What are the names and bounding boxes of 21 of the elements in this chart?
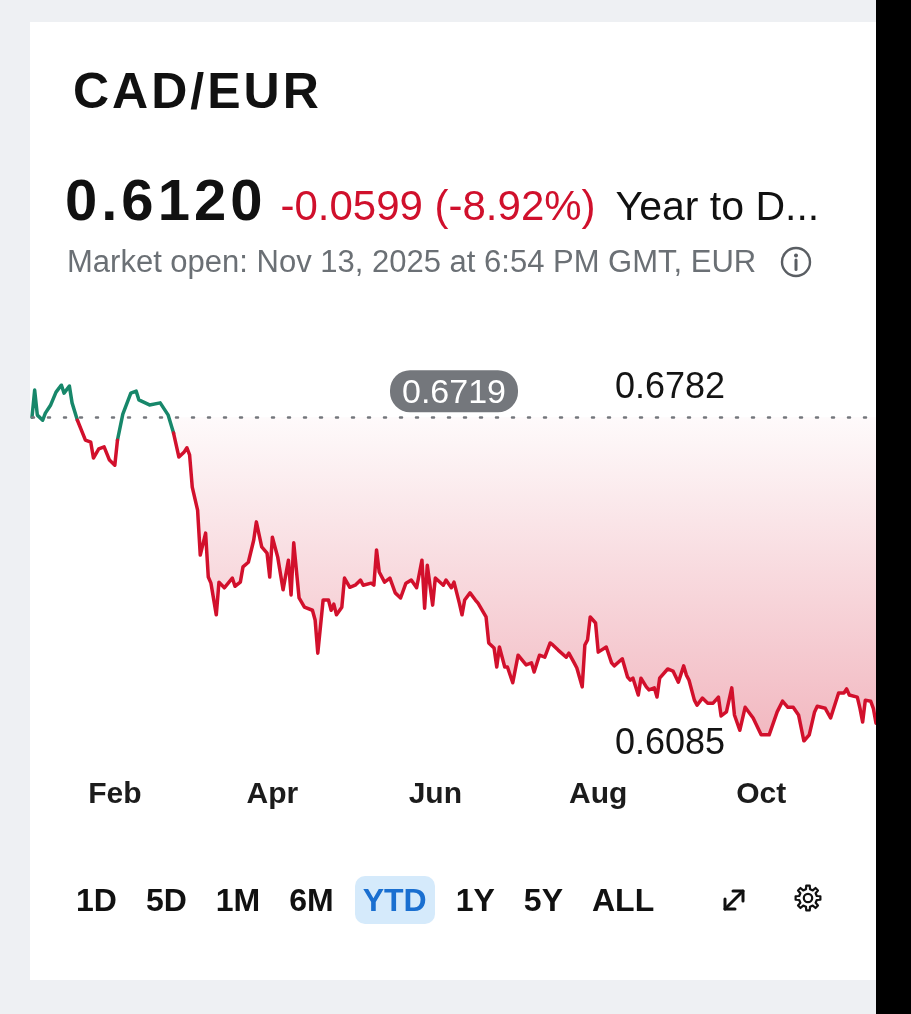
x-tick-label: Oct [736,775,787,809]
chart-title: CAD/EUR [73,62,322,120]
text: -0.0599 (-8.92%) [280,182,596,230]
y-tick-label: 0.6085 [614,720,725,762]
text: 1M [214,881,262,920]
text: 1D [75,881,118,920]
x-tick-label: Apr [246,775,299,809]
text: 5D [144,881,188,920]
text: Year to D... [615,183,820,230]
ref-line-label: 0.6719 [402,372,506,411]
text: 6M [288,881,335,920]
text: 5Y [522,881,564,920]
text: ALL [591,881,656,920]
text: YTD [354,876,435,924]
x-tick-label: Aug [569,775,628,809]
x-tick-label: Jun [408,775,462,809]
y-tick-label: 0.6782 [614,364,725,406]
text: 0.6120 [65,166,267,233]
text: 1Y [454,881,496,920]
x-tick-label: Feb [88,775,142,809]
text: Market open: Nov 13, 2025 at 6:54 PM GMT, EUR [67,244,757,280]
